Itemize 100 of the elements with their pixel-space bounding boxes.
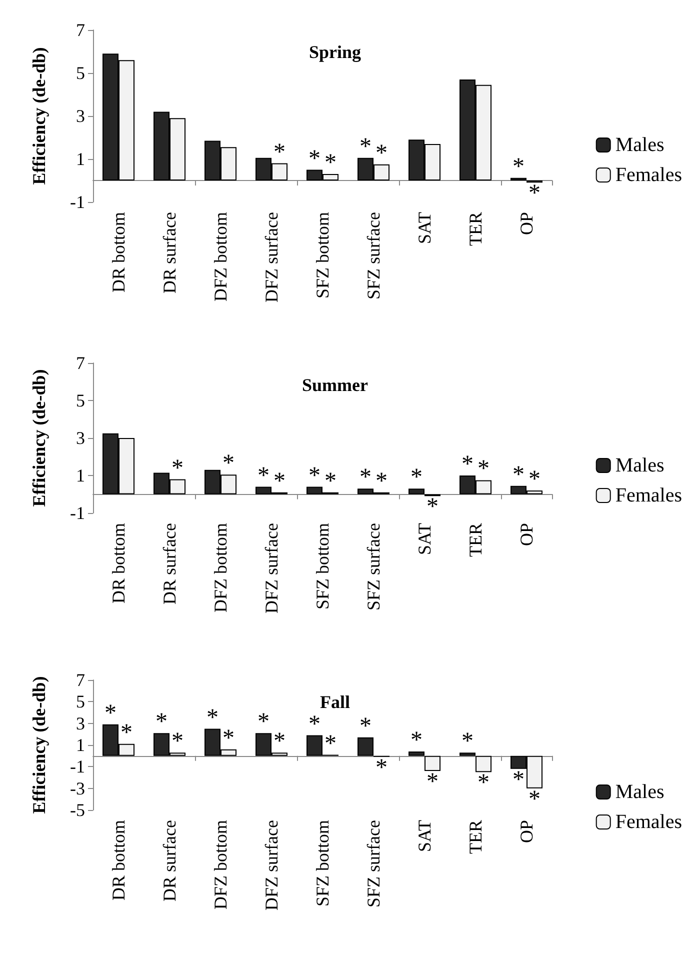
data-label: * [528,466,540,492]
x-tick-label: DFZ surface [262,212,282,302]
x-tick-label: SFZ bottom [312,820,332,907]
x-tick-label: DR surface [160,820,180,902]
bar [476,756,492,772]
x-tick-label: OP [516,820,536,844]
x-tick-label: DFZ surface [262,820,282,910]
x-tick-label: SFZ surface [364,212,384,300]
text: Fall [320,692,350,712]
data-label: * [512,766,524,793]
x-tick-label: SFZ bottom [312,212,332,299]
data-label: * [478,456,490,482]
data-label: * [222,450,234,477]
x-tick-label: DR surface [160,212,180,294]
y-tick-label: 5 [76,692,85,712]
text: Summer [302,375,368,395]
bar [460,752,476,756]
bar [358,737,374,756]
bar [424,756,440,771]
data-label: * [410,728,422,754]
x-tick-label: DFZ bottom [210,212,230,302]
y-axis-title: Efficiency (de-db) [29,676,49,814]
legend-label: Males [615,454,664,476]
x-tick-label: SFZ bottom [312,523,332,610]
y-tick-label: 1 [76,149,85,169]
x-tick-label: TER [466,523,486,557]
y-tick-label: -1 [70,756,85,777]
data-label: * [308,711,320,738]
y-tick-label: 3 [76,713,85,734]
data-label: * [376,468,388,494]
data-label: * [172,455,184,482]
y-tick-label: 1 [76,466,85,486]
data-label: * [324,468,336,494]
data-label: * [360,134,372,160]
data-label: * [172,728,184,755]
legend-label: Females [615,484,682,506]
data-label: * [308,462,320,489]
data-label: * [376,140,388,166]
data-label: * [258,462,270,489]
x-tick-label: DR surface [160,522,180,604]
x-tick-label: DFZ bottom [210,820,230,910]
x-tick-label: OP [516,523,536,546]
y-tick-label: -1 [70,192,85,212]
x-tick-label: DFZ surface [262,522,282,614]
x-tick-label: SFZ surface [364,522,384,610]
data-label: * [426,769,438,795]
data-label: * [360,713,372,740]
y-tick-label: -3 [70,778,85,798]
legend-label: Males [615,134,664,156]
text: Spring [308,42,362,62]
data-label: * [274,728,286,755]
data-label: * [274,468,286,494]
data-label: * [478,770,490,796]
data-label: * [274,139,286,166]
y-tick-label: 1 [76,735,85,755]
data-label: * [410,464,422,491]
data-label: * [462,728,474,755]
data-label: * [462,452,474,478]
data-label: * [120,720,132,746]
x-tick-label: SAT [414,212,434,244]
y-tick-label: 3 [76,106,85,126]
y-tick-label: 7 [76,20,85,40]
x-tick-label: TER [466,212,486,246]
data-label: * [426,494,438,520]
x-tick-label: DR bottom [108,523,128,604]
y-tick-label: 5 [76,63,85,83]
y-axis-title: Efficiency (de-db) [29,369,49,507]
x-tick-label: SFZ surface [364,820,384,908]
y-tick-label: 5 [76,390,85,410]
x-tick-label: DR bottom [108,212,128,293]
x-tick-label: SAT [414,820,434,852]
data-label: * [512,154,524,180]
y-tick-label: -5 [70,800,85,820]
data-label: * [360,464,372,491]
x-tick-label: TER [466,820,486,854]
y-axis-title: Efficiency (de-db) [29,47,49,185]
data-label: * [512,462,524,488]
y-tick-label: -1 [70,503,85,523]
x-tick-label: DR bottom [108,820,128,901]
data-label: * [308,146,320,172]
legend-label: Males [615,781,664,803]
bar [408,488,424,494]
x-tick-label: SAT [414,523,434,556]
y-tick-label: 7 [76,353,85,373]
y-tick-label: 7 [76,670,85,690]
y-tick-label: 3 [76,428,85,448]
data-label: * [104,700,116,726]
bar [408,752,424,756]
data-label: * [206,704,218,731]
data-label: * [324,730,336,757]
x-tick-label: DFZ bottom [210,523,230,613]
data-label: * [376,754,388,781]
data-label: * [324,150,336,176]
data-label: * [258,709,270,736]
data-label: * [528,786,540,812]
data-label: * [156,709,168,736]
data-label: * [528,180,540,207]
legend-label: Females [615,164,682,186]
data-label: * [222,725,234,752]
legend-label: Females [615,811,682,833]
